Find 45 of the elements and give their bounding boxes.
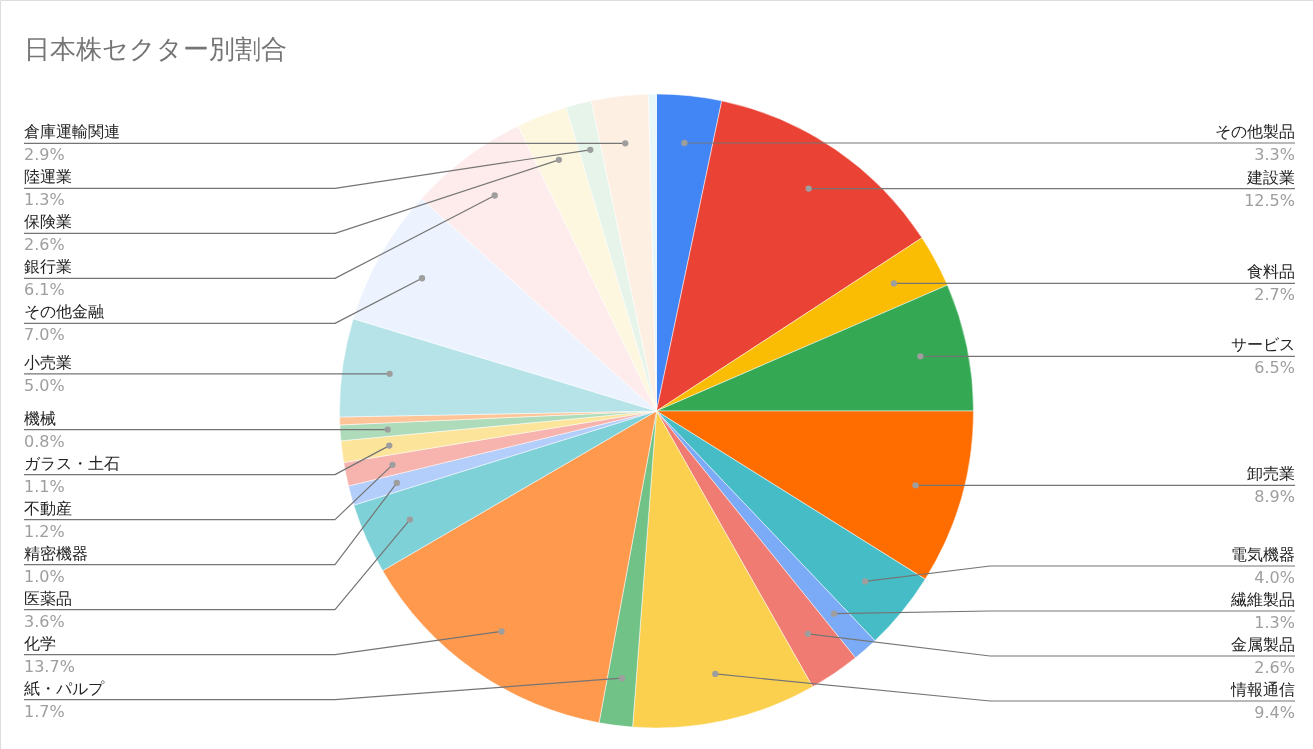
- data-label: 2.6%: [1254, 658, 1295, 677]
- data-label: 13.7%: [24, 656, 75, 676]
- slice-label: 電気機器: [1231, 545, 1295, 564]
- data-label: 8.9%: [1254, 487, 1295, 507]
- slice-label: 不動産: [24, 498, 72, 518]
- data-label: 0.8%: [24, 431, 65, 451]
- slice-label: 情報通信: [1230, 680, 1295, 699]
- slice-label: 陸運業: [24, 167, 72, 187]
- data-label: 6.1%: [24, 280, 65, 300]
- slice-label: 食料品: [1247, 262, 1295, 282]
- data-label: 5.0%: [24, 375, 65, 395]
- slice-label: 建設業: [1246, 167, 1295, 187]
- data-label: 1.7%: [24, 701, 65, 721]
- slice-label: 医薬品: [24, 588, 72, 608]
- data-label: 1.0%: [24, 566, 65, 586]
- slice-label: 紙・パルプ: [24, 678, 105, 698]
- data-label: 2.6%: [24, 235, 65, 255]
- slice-label: サービス: [1231, 335, 1295, 355]
- data-label: 7.0%: [24, 325, 65, 345]
- data-label: 3.3%: [1254, 145, 1295, 164]
- slice-label: 精密機器: [24, 543, 88, 563]
- data-label: 2.9%: [24, 145, 65, 165]
- data-label: 6.5%: [1254, 358, 1295, 378]
- data-label: 1.3%: [1254, 613, 1295, 632]
- chart-title: 日本株セクター別割合: [24, 34, 287, 64]
- slice-label: 機械: [24, 408, 56, 428]
- data-label: 3.6%: [24, 611, 65, 631]
- data-label: 4.0%: [1254, 568, 1295, 587]
- slice-label: その他製品: [1215, 122, 1295, 141]
- slice-label: 銀行業: [24, 257, 72, 277]
- data-label: 9.4%: [1254, 703, 1295, 722]
- slice-label: 化学: [24, 633, 56, 653]
- data-label: 2.7%: [1254, 285, 1295, 305]
- slice-label: 倉庫運輸関連: [24, 122, 120, 142]
- data-label: 1.1%: [24, 476, 65, 496]
- slice-label: 繊維製品: [1230, 590, 1295, 609]
- slice-label: 保険業: [24, 212, 72, 232]
- data-label: 1.2%: [24, 521, 65, 541]
- slice-label: ガラス・土石: [24, 453, 120, 473]
- slice-label: 卸売業: [1247, 464, 1295, 484]
- slice-label: その他金融: [24, 302, 104, 322]
- slice-label: 金属製品: [1231, 635, 1295, 654]
- slice-label: 小売業: [24, 352, 72, 372]
- data-label: 12.5%: [1244, 190, 1295, 210]
- data-label: 1.3%: [24, 190, 65, 210]
